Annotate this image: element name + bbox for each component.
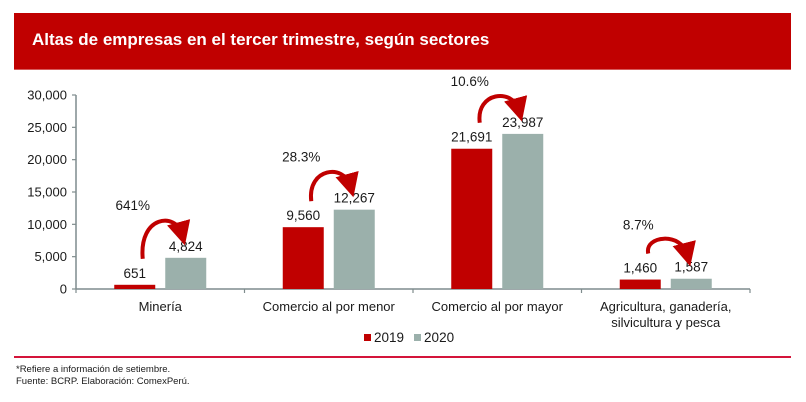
data-label-2019: 651: [123, 266, 146, 281]
data-label-2019: 21,691: [451, 130, 492, 145]
growth-label: 8.7%: [623, 218, 654, 233]
data-label-2020: 23,987: [502, 115, 543, 130]
growth-label: 641%: [115, 198, 150, 213]
data-label-2020: 1,587: [674, 260, 708, 275]
legend-swatch-2019: [364, 334, 371, 341]
y-tick-label: 20,000: [27, 152, 67, 167]
growth-arrow-icon: [140, 218, 191, 259]
y-tick-label: 30,000: [27, 88, 67, 103]
title-banner: Altas de empresas en el tercer trimestre…: [14, 13, 791, 70]
bar-2020: [333, 209, 375, 289]
footnotes: *Refiere a información de setiembre. Fue…: [16, 364, 190, 388]
footer-separator: [14, 356, 791, 358]
data-label-2020: 4,824: [169, 239, 203, 254]
y-tick-label: 10,000: [27, 217, 67, 232]
y-tick-label: 15,000: [27, 185, 67, 200]
growth-arrow-icon: [477, 94, 528, 123]
labels: 651 4,824 641% Minería 9,560 12,267 28.3% Comer…: [115, 74, 731, 330]
y-tick-label: 5,000: [34, 249, 67, 264]
x-category-label: Agricultura, ganadería,: [600, 299, 732, 314]
bars: [114, 133, 712, 289]
growth-arrow-icon: [309, 169, 359, 202]
chart-title: Altas de empresas en el tercer trimestre…: [32, 30, 490, 49]
bar-2020: [165, 257, 207, 289]
bar-2019: [451, 148, 493, 289]
x-category-label: Minería: [139, 299, 183, 314]
legend: 2019 2020: [364, 330, 464, 345]
data-label-2019: 9,560: [286, 208, 320, 223]
growth-label: 28.3%: [282, 150, 320, 165]
bar-2019: [282, 227, 324, 289]
legend-swatch-2020: [414, 334, 422, 341]
x-category-label: Comercio al por menor: [263, 299, 396, 314]
bar-2020: [502, 133, 544, 289]
footnote-source: Fuente: BCRP. Elaboración: ComexPerú.: [16, 376, 190, 387]
data-label-2020: 12,267: [334, 191, 375, 206]
growth-arrow-icon: [646, 236, 696, 267]
bar-2019: [619, 279, 661, 289]
x-category-label: Comercio al por mayor: [432, 299, 564, 314]
data-label-2019: 1,460: [623, 261, 657, 276]
y-tick-label: 25,000: [27, 120, 67, 135]
growth-label: 10.6%: [451, 74, 489, 89]
legend-item-2020: 2020: [414, 330, 454, 345]
legend-label-2020: 2020: [424, 330, 455, 345]
y-tick-label: 0: [60, 282, 67, 297]
x-category-label: silvicultura y pesca: [611, 315, 721, 330]
footnote-note: *Refiere a información de setiembre.: [16, 364, 171, 375]
legend-label-2019: 2019: [374, 330, 405, 345]
bar-2020: [670, 278, 712, 289]
legend-item-2019: 2019: [364, 330, 404, 345]
bar-2019: [114, 284, 156, 289]
